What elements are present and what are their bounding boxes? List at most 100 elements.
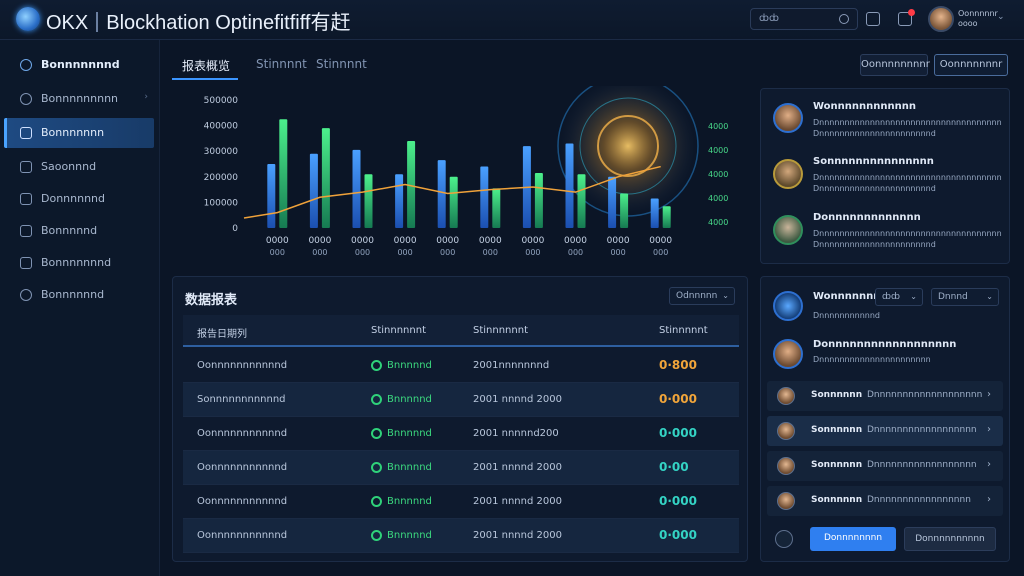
table-row[interactable]: Oonnnnnnnnnnnd Bnnnnnd 2001 nnnnd 2000 0·00 xyxy=(183,451,739,485)
y-tick-label: 400000 xyxy=(204,122,239,132)
bar-series-2[interactable] xyxy=(577,174,586,228)
bar-series-2[interactable] xyxy=(407,140,416,228)
cell-status: Bnnnnnd xyxy=(387,496,432,507)
contact-row[interactable]: Sonnnnnn Dnnnnnnnnnnnnnnnnnn › xyxy=(767,451,1003,481)
bar-series-2[interactable] xyxy=(662,206,671,228)
table-title: 数据报表 xyxy=(185,293,238,308)
user-name[interactable]: Oonnnnnr oooo xyxy=(958,9,998,29)
contact-select-b[interactable]: Dnnnd ⌄ xyxy=(931,288,999,306)
avatar xyxy=(777,492,795,510)
header-button-1[interactable]: Oonnnnnnnnr xyxy=(860,54,930,76)
secondary-action-button[interactable]: Donnnnnnnnnn xyxy=(904,527,996,551)
table-row[interactable]: Sonnnnnnnnnnnd Bnnnnnd 2001 nnnnd 2000 0·00… xyxy=(183,383,739,417)
mail-icon[interactable] xyxy=(898,12,912,26)
x-tick-label: 0000 xyxy=(649,236,672,246)
header-button-2[interactable]: Oonnnnnnnr xyxy=(934,54,1008,76)
tab-third[interactable]: Stinnnnt xyxy=(316,57,367,71)
contact-row-detail: Dnnnnnnnnnnnnnnnnn xyxy=(867,495,971,505)
contact-row[interactable]: Sonnnnnn Dnnnnnnnnnnnnnnnnnn › xyxy=(767,416,1003,446)
bar-series-1[interactable] xyxy=(480,166,489,228)
contact-name[interactable]: Wonnnnnnnnnnnnn xyxy=(813,291,924,302)
contact-row[interactable]: Sonnnnnn Dnnnnnnnnnnnnnnnnn › xyxy=(767,486,1003,516)
check-circle-icon xyxy=(371,462,382,473)
bar-series-2[interactable] xyxy=(492,188,501,228)
contact-select-a[interactable]: ȸȸ ⌄ xyxy=(875,288,923,306)
table-filter-label: Odnnnnn xyxy=(676,291,718,301)
user-avatar[interactable] xyxy=(928,6,954,32)
bar-series-2[interactable] xyxy=(534,172,543,228)
message-preview: Dnnnnnnnnnnnnnnnnnnnnnnnnnnnnnnnnnnnn xyxy=(813,229,1002,238)
avatar xyxy=(773,215,803,245)
bar-series-1[interactable] xyxy=(267,164,276,228)
cell-status: Bnnnnnd xyxy=(387,530,432,541)
bar-series-1[interactable] xyxy=(650,198,659,228)
tab-second[interactable]: Stinnnnt xyxy=(256,57,307,71)
contact-name[interactable]: Donnnnnnnnnnnnnnnnnn xyxy=(813,339,957,350)
bar-series-1[interactable] xyxy=(608,176,617,228)
top-bar: OKX Blockhation Optinefitfiff有赶 ȸȸ Oonnnn… xyxy=(0,0,1024,40)
cell-date: 2001 nnnnnd200 xyxy=(473,428,559,439)
bar-series-1[interactable] xyxy=(309,153,318,228)
contact-row[interactable]: Sonnnnnn Dnnnnnnnnnnnnnnnnnnn › xyxy=(767,381,1003,411)
gear-icon xyxy=(20,289,32,301)
sidebar-item-0[interactable]: Bonnnnnnnd xyxy=(4,50,154,80)
chevron-right-icon: › xyxy=(987,389,991,400)
report-icon xyxy=(20,257,32,269)
messages-card: Wonnnnnnnnnnnn Dnnnnnnnnnnnnnnnnnnnnnnnn… xyxy=(760,88,1010,264)
x-tick-sublabel: 000 xyxy=(312,248,327,257)
x-tick-label: 0000 xyxy=(607,236,630,246)
message-sender[interactable]: Wonnnnnnnnnnnn xyxy=(813,101,916,112)
chevron-down-icon[interactable]: ⌄ xyxy=(997,12,1005,22)
sidebar-item-4[interactable]: Donnnnnnd xyxy=(4,184,154,214)
settings-icon[interactable] xyxy=(866,12,880,26)
cell-value: 0·000 xyxy=(659,494,697,508)
sidebar-item-2[interactable]: Bonnnnnnn xyxy=(4,118,154,148)
bar-series-2[interactable] xyxy=(364,174,373,228)
message-preview: Dnnnnnnnnnnnnnnnnnnnnnnd xyxy=(813,240,936,249)
cell-value: 0·000 xyxy=(659,426,697,440)
sidebar-item-7[interactable]: Bonnnnnnd xyxy=(4,280,154,310)
table-row[interactable]: Oonnnnnnnnnnnd Bnnnnnd 2001 nnnnd 2000 0·00… xyxy=(183,519,739,553)
tab-overview[interactable]: 报表概览 xyxy=(172,54,238,80)
message-sender[interactable]: Donnnnnnnnnnnnn xyxy=(813,212,921,223)
table-row[interactable]: Oonnnnnnnnnnnd Bnnnnnd 2001 nnnnnd200 0·000 xyxy=(183,417,739,451)
cell-value: 0·800 xyxy=(659,358,697,372)
bar-series-1[interactable] xyxy=(437,160,446,228)
bar-series-1[interactable] xyxy=(565,143,574,228)
sidebar-item-3[interactable]: Saoonnnd xyxy=(4,152,154,182)
chevron-right-icon: › xyxy=(987,424,991,435)
sidebar-item-label: Bonnnnnnd xyxy=(41,288,105,301)
refresh-icon[interactable] xyxy=(775,530,793,548)
contact-detail: Dnnnnnnnnnnnd xyxy=(813,311,881,320)
bar-series-2[interactable] xyxy=(321,128,330,228)
contacts-card: Wonnnnnnnnnnnnn Dnnnnnnnnnnnd ȸȸ ⌄ Dnnnd… xyxy=(760,276,1010,562)
avatar xyxy=(777,457,795,475)
message-sender[interactable]: Sonnnnnnnnnnnnnnn xyxy=(813,156,934,167)
primary-action-button[interactable]: Donnnnnnnn xyxy=(810,527,896,551)
contact-row-name: Sonnnnnn xyxy=(811,390,863,400)
sidebar-item-5[interactable]: Bonnnnnd xyxy=(4,216,154,246)
bar-series-1[interactable] xyxy=(395,174,404,228)
column-header[interactable]: 报告日期列 xyxy=(197,329,247,340)
search-input[interactable]: ȸȸ xyxy=(750,8,858,30)
sidebar-item-label: Bonnnnnnn xyxy=(41,126,105,139)
y-tick-label: 100000 xyxy=(204,198,239,208)
table-row[interactable]: Oonnnnnnnnnnnd Bnnnnnd 2001 nnnnd 2000 0·00… xyxy=(183,485,739,519)
table-row[interactable]: Oonnnnnnnnnnnd Bnnnnnd 2001nnnnnnnd 0·800 xyxy=(183,349,739,383)
user-name-line1: Oonnnnnr xyxy=(958,9,998,18)
cell-status: Bnnnnnd xyxy=(387,394,432,405)
bar-series-2[interactable] xyxy=(620,193,629,228)
chevron-right-icon: › xyxy=(987,494,991,505)
bar-series-2[interactable] xyxy=(279,119,288,228)
sidebar-item-1[interactable]: Bonnnnnnnnn › xyxy=(4,84,154,114)
y-tick-label: 300000 xyxy=(204,147,239,157)
table-filter-select[interactable]: Odnnnnn ⌄ xyxy=(669,287,735,305)
column-header[interactable]: Stinnnnnnt xyxy=(371,325,426,336)
column-header[interactable]: Stinnnnnnt xyxy=(473,325,528,336)
bar-series-1[interactable] xyxy=(352,149,361,228)
y2-tick-label: 4000 xyxy=(708,218,728,227)
bar-series-2[interactable] xyxy=(449,176,458,228)
column-header[interactable]: Stinnnnnt xyxy=(659,325,708,336)
x-tick-sublabel: 000 xyxy=(355,248,370,257)
sidebar-item-6[interactable]: Bonnnnnnnd xyxy=(4,248,154,278)
